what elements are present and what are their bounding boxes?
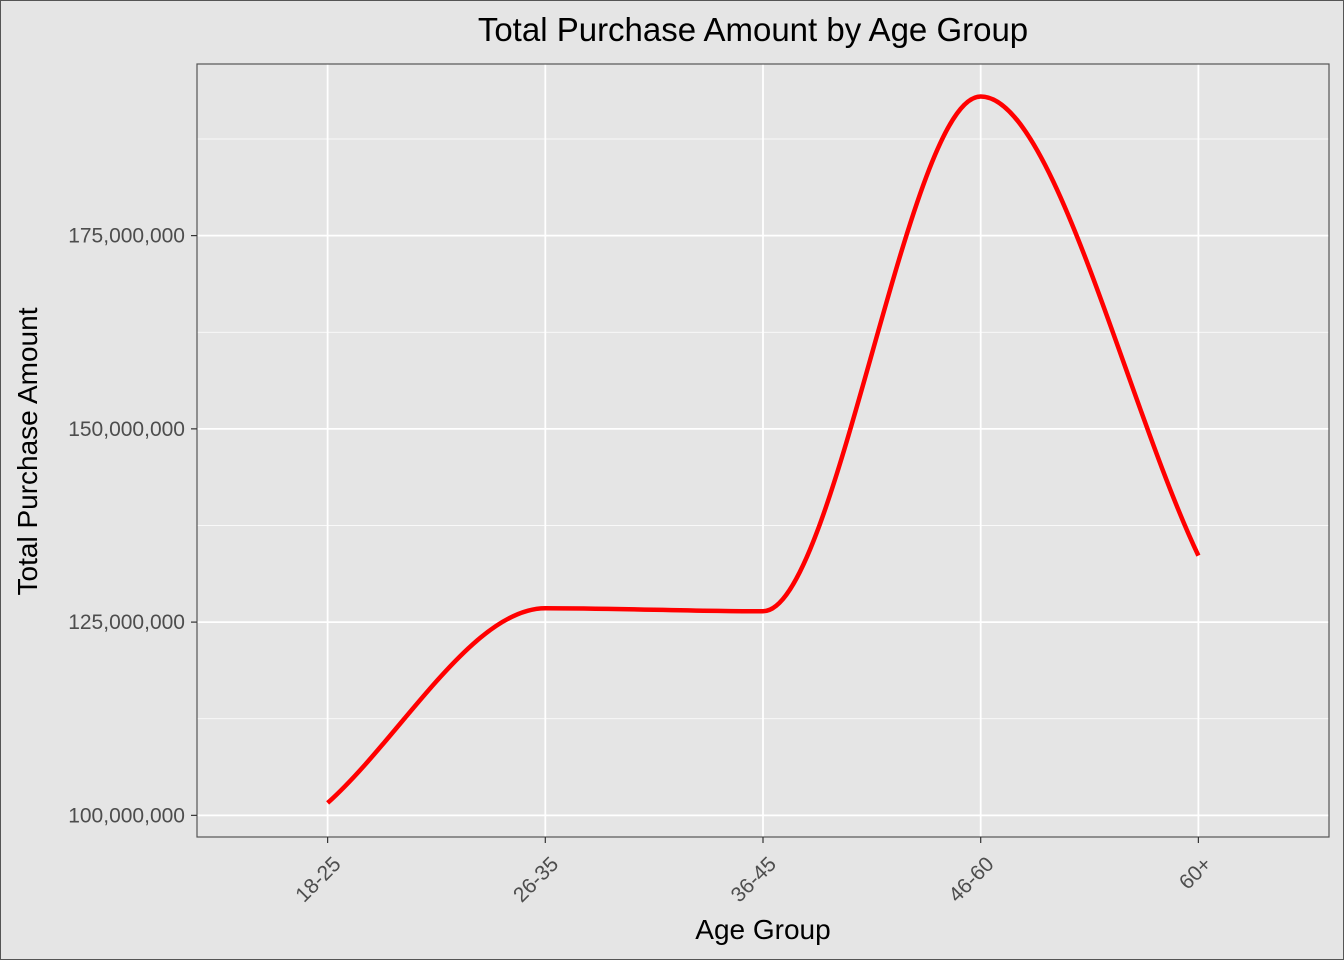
x-tick-label: 46-60 <box>944 853 998 907</box>
x-tick-label: 18-25 <box>291 853 345 907</box>
y-tick-label: 175,000,000 <box>68 225 185 248</box>
y-tick-label: 150,000,000 <box>68 418 185 441</box>
x-axis-title: Age Group <box>695 914 830 945</box>
y-axis-title: Total Purchase Amount <box>12 307 43 595</box>
series-layer <box>326 94 1201 805</box>
x-tick-label: 36-45 <box>727 853 781 907</box>
x-axis-ticks: 18-25 26-35 36-45 46-60 60+ <box>291 837 1216 907</box>
y-tick-label: 100,000,000 <box>68 804 185 827</box>
major-gridlines <box>197 64 1329 837</box>
x-tick-label: 26-35 <box>509 853 563 907</box>
chart-title: Total Purchase Amount by Age Group <box>478 11 1028 48</box>
series-line <box>326 94 1201 805</box>
y-tick-label: 125,000,000 <box>68 611 185 634</box>
y-axis-ticks: 100,000,000 125,000,000 150,000,000 175,000… <box>68 225 197 827</box>
x-tick-label: 60+ <box>1175 853 1216 894</box>
